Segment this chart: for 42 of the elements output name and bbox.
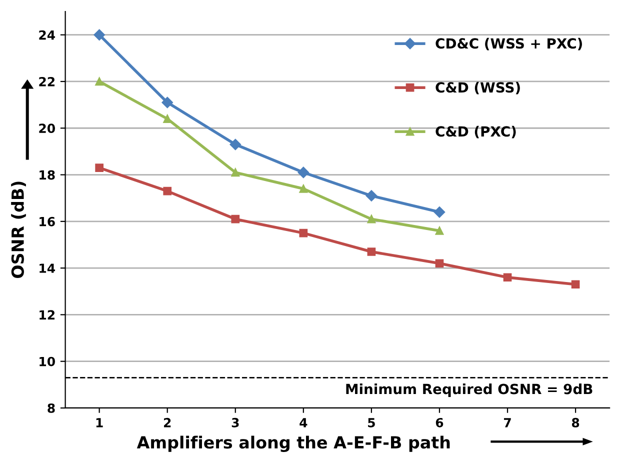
point bbox=[163, 186, 172, 196]
ref-line-label: Minimum Required OSNR = 9dB bbox=[346, 384, 592, 397]
point bbox=[95, 77, 104, 86]
point bbox=[435, 226, 444, 235]
point bbox=[231, 214, 240, 224]
y-axis-title: OSNR (dB) bbox=[11, 182, 26, 278]
point bbox=[94, 29, 105, 40]
y-tick-label: 8 bbox=[48, 403, 55, 413]
x-tick-label: 7 bbox=[504, 418, 511, 428]
x-tick-label: 2 bbox=[164, 418, 171, 428]
y-tick-label: 14 bbox=[40, 264, 56, 273]
x-tick-label: 4 bbox=[300, 418, 308, 428]
point bbox=[571, 280, 580, 289]
point bbox=[231, 168, 240, 177]
legend-label: C&D (PXC) bbox=[436, 126, 516, 138]
x-tick-label: 1 bbox=[96, 418, 103, 428]
point bbox=[367, 214, 376, 224]
legend-label: CD&C (WSS + PXC) bbox=[436, 38, 582, 50]
point bbox=[434, 206, 446, 218]
y-tick-label: 22 bbox=[39, 76, 54, 86]
y-tick-label: 16 bbox=[40, 216, 55, 226]
point bbox=[299, 228, 308, 238]
y-tick-label: 12 bbox=[40, 310, 54, 320]
point bbox=[435, 259, 444, 268]
x-tick-label: 5 bbox=[368, 418, 375, 428]
point bbox=[366, 190, 378, 202]
y-tick-label: 10 bbox=[40, 356, 55, 366]
y-tick-label: 24 bbox=[39, 30, 56, 40]
y-tick-label: 18 bbox=[40, 170, 55, 180]
x-axis-title: Amplifiers along the A-E-F-B path bbox=[136, 436, 450, 452]
x-tick-label: 3 bbox=[232, 418, 239, 428]
point bbox=[503, 273, 512, 282]
x-tick-label: 8 bbox=[572, 418, 580, 428]
legend-label: C&D (WSS) bbox=[436, 82, 520, 94]
point bbox=[299, 184, 308, 193]
point bbox=[162, 96, 173, 108]
y-tick-label: 20 bbox=[39, 124, 55, 134]
x-tick-label: 6 bbox=[436, 418, 444, 428]
point bbox=[95, 164, 104, 172]
point bbox=[230, 138, 241, 150]
point bbox=[298, 166, 310, 178]
point bbox=[367, 248, 376, 256]
